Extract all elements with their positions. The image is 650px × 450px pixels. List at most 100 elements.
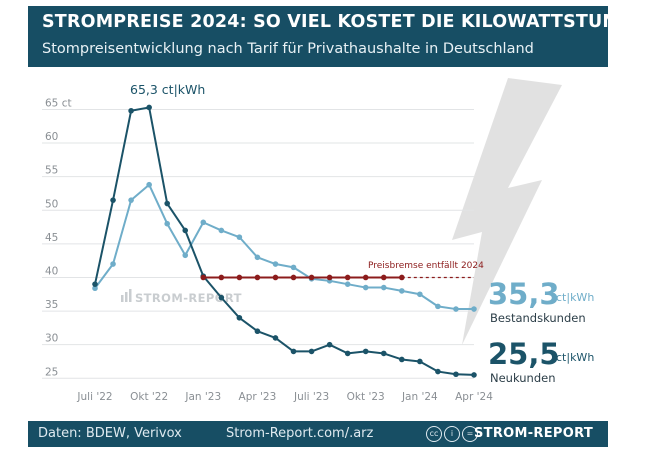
data-point-preisbremse [200,274,207,281]
data-point-preisbremse [254,274,261,281]
data-point-bestandskunden [290,264,297,271]
bestand-value: 35,3 [488,277,560,311]
data-point-neukunden [362,348,369,355]
data-point-neukunden [272,335,279,341]
gridlines [42,108,474,379]
data-point-bestandskunden [236,234,243,240]
data-point-bestandskunden [128,197,134,203]
data-point-neukunden [290,348,297,355]
x-tick-label: Okt '22 [130,391,168,403]
license-icons: cc i = [426,426,478,442]
data-point-neukunden [236,314,243,321]
x-tick-label: Apr '24 [455,391,493,403]
data-point-preisbremse [290,274,297,281]
data-point-bestandskunden [110,261,116,267]
neu-value: 25,5 [488,337,560,371]
data-point-neukunden [128,107,134,114]
y-tick-label: 40 [45,265,58,277]
data-point-bestandskunden [254,254,261,261]
x-tick-label: Apr '23 [239,391,277,403]
data-point-neukunden [453,371,459,378]
peak-label: 65,3 ct|kWh [130,82,205,97]
by-icon: i [444,426,460,442]
data-point-bestandskunden [92,285,98,292]
brake-label: Preisbremse entfällt 2024 [368,261,484,271]
data-point-neukunden [435,368,441,375]
data-point-preisbremse [326,274,333,281]
lightning-bolt-icon [452,78,562,345]
data-point-neukunden [182,227,189,234]
source-url-link[interactable]: Strom-Report.com/.arz [226,426,374,441]
data-point-neukunden [92,281,98,287]
y-tick-label: 35 [45,299,58,311]
source-text: Daten: BDEW, Verivox [38,426,182,441]
data-point-neukunden [344,350,351,357]
series-line-bestandskunden [94,183,474,311]
data-point-bestandskunden [182,252,189,259]
data-point-neukunden [471,372,477,378]
brand-logo: STROM-REPORT [474,426,593,441]
nd-icon: = [462,426,478,442]
x-tick-label: Juli '22 [76,391,112,403]
data-point-bestandskunden [471,306,477,312]
data-point-neukunden [308,348,315,355]
data-point-preisbremse [218,274,225,281]
watermark-bar-icon [121,295,124,302]
data-point-bestandskunden [344,281,351,287]
data-point-bestandskunden [435,303,441,310]
x-tick-label: Jan '24 [401,391,438,403]
x-tick-label: Okt '23 [347,391,385,403]
chart-header: STROMPREISE 2024: SO VIEL KOSTET DIE KIL… [28,6,644,67]
data-point-neukunden [110,197,116,203]
data-point-bestandskunden [272,261,279,267]
data-point-bestandskunden [362,284,369,291]
data-point-preisbremse [362,274,369,281]
watermark-text: STROM-REPORT [135,291,242,305]
series-line-neukunden [94,106,475,376]
chart-title: STROMPREISE 2024: SO VIEL KOSTET DIE KIL… [42,12,645,32]
x-tick-label: Jan '23 [184,391,221,403]
y-tick-label: 65 ct [45,97,72,109]
series-lines [92,104,477,378]
data-point-bestandskunden [399,288,405,294]
y-axis-ticks: 25 30 35 40 45 50 55 60 65 ct [45,97,72,378]
data-point-bestandskunden [146,181,152,188]
y-tick-label: 60 [45,131,58,143]
bestand-unit: ct|kWh [556,291,594,304]
data-point-preisbremse [236,274,243,281]
data-point-neukunden [380,350,387,357]
y-tick-label: 50 [45,198,58,210]
data-point-neukunden [326,341,333,348]
data-point-preisbremse [380,274,387,281]
data-point-preisbremse [272,274,279,281]
x-tick-label: Juli '23 [293,391,329,403]
neu-name: Neukunden [490,371,556,385]
data-point-bestandskunden [200,219,207,226]
data-point-bestandskunden [417,291,423,298]
data-point-neukunden [146,104,152,111]
data-point-bestandskunden [218,227,225,234]
data-point-neukunden [254,328,261,335]
neu-unit: ct|kWh [556,351,594,364]
y-tick-label: 25 [45,366,58,378]
data-point-preisbremse [399,274,405,281]
data-point-bestandskunden [164,220,170,227]
data-point-preisbremse [308,274,315,281]
cc-icon: cc [426,426,442,442]
data-point-bestandskunden [453,306,459,312]
y-tick-label: 45 [45,232,58,244]
data-point-neukunden [417,358,423,365]
data-point-preisbremse [344,274,351,281]
x-axis-ticks: Juli '22 Okt '22 Jan '23 Apr '23 Juli '23 Okt… [76,391,493,403]
y-tick-label: 30 [45,333,58,345]
y-tick-label: 55 [45,165,58,177]
watermark: STROM-REPORT [121,289,242,305]
data-point-bestandskunden [380,284,387,291]
chart-footer: Daten: BDEW, Verivox Strom-Report.com/.a… [28,421,608,447]
bestand-name: Bestandskunden [490,311,586,325]
chart-subtitle: Stompreisentwicklung nach Tarif für Priv… [42,41,534,57]
data-point-neukunden [218,294,225,301]
data-point-neukunden [399,356,405,363]
data-point-neukunden [164,200,170,207]
